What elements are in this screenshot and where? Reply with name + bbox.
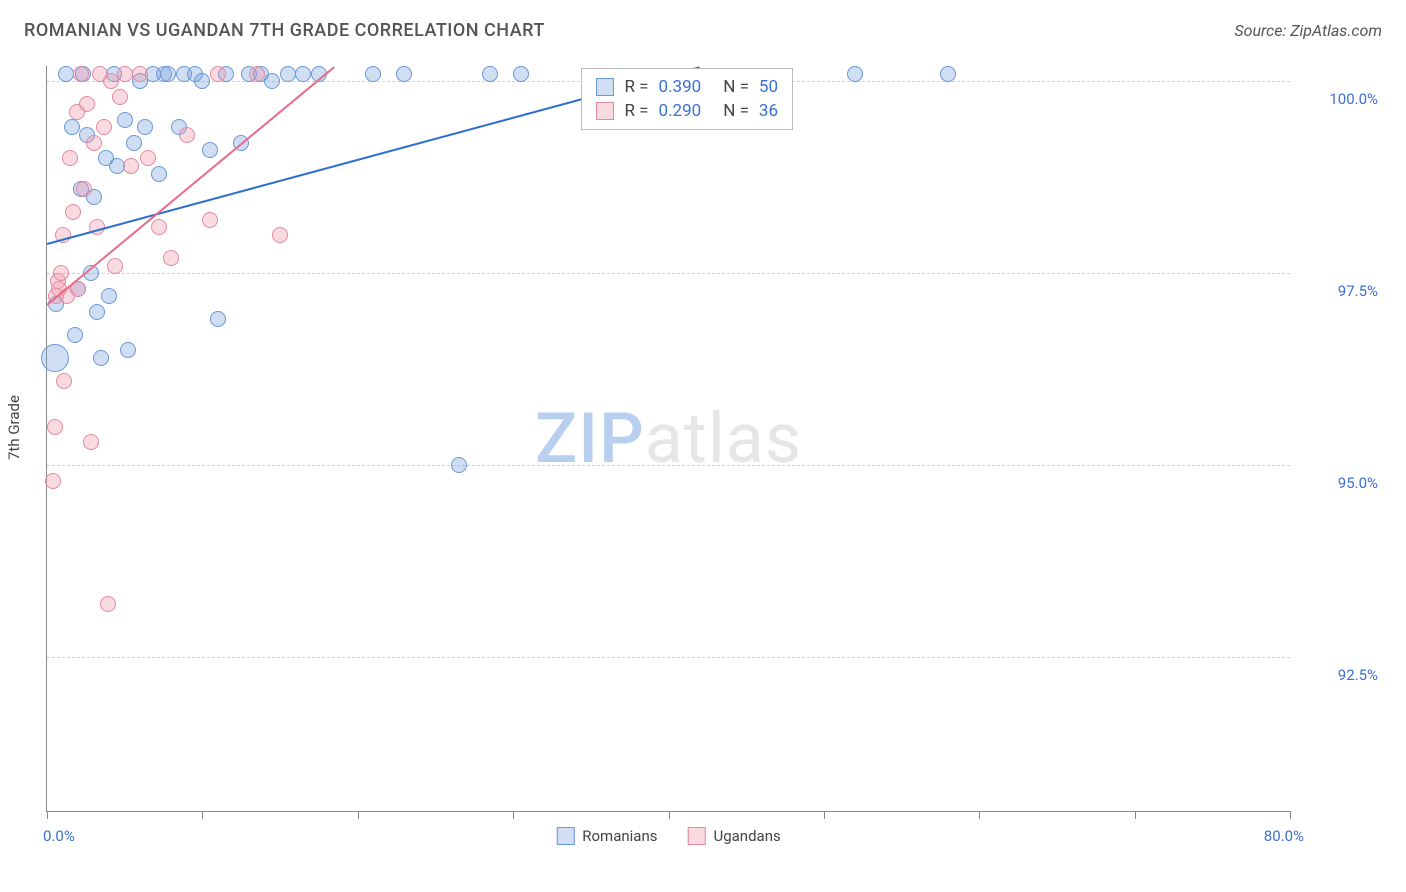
legend-label: Ugandans bbox=[713, 827, 780, 845]
stats-box: R = 0.390N = 50R = 0.290N = 36 bbox=[581, 68, 793, 130]
chart-area: 7th Grade ZIPatlas 100.0%97.5%95.0%92.5%… bbox=[24, 54, 1382, 848]
data-point-romanians bbox=[160, 66, 176, 82]
legend-swatch bbox=[556, 827, 574, 845]
data-point-ugandans bbox=[140, 150, 156, 166]
data-point-ugandans bbox=[83, 434, 99, 450]
data-point-romanians bbox=[202, 142, 218, 158]
data-point-ugandans bbox=[45, 473, 61, 489]
data-point-ugandans bbox=[210, 66, 226, 82]
x-tick bbox=[513, 811, 514, 819]
x-axis-max-label: 80.0% bbox=[1264, 827, 1304, 845]
data-point-romanians bbox=[264, 73, 280, 89]
chart-title: ROMANIAN VS UGANDAN 7TH GRADE CORRELATIO… bbox=[24, 20, 545, 41]
data-point-ugandans bbox=[117, 66, 133, 82]
gridline bbox=[47, 273, 1290, 274]
legend: Romanians Ugandans bbox=[556, 827, 780, 845]
plot-region: ZIPatlas 100.0%97.5%95.0%92.5%0.0%80.0%R… bbox=[46, 66, 1290, 812]
data-point-romanians bbox=[365, 66, 381, 82]
data-point-ugandans bbox=[96, 119, 112, 135]
data-point-ugandans bbox=[79, 96, 95, 112]
data-point-romanians bbox=[126, 135, 142, 151]
data-point-ugandans bbox=[132, 66, 148, 82]
x-axis-min-label: 0.0% bbox=[43, 827, 75, 845]
data-point-ugandans bbox=[62, 150, 78, 166]
legend-swatch bbox=[596, 102, 614, 120]
data-point-romanians bbox=[117, 112, 133, 128]
data-point-romanians bbox=[137, 119, 153, 135]
legend-label: Romanians bbox=[582, 827, 657, 845]
watermark: ZIPatlas bbox=[535, 398, 802, 480]
data-point-ugandans bbox=[76, 181, 92, 197]
data-point-romanians bbox=[280, 66, 296, 82]
data-point-romanians bbox=[295, 66, 311, 82]
data-point-romanians bbox=[513, 66, 529, 82]
x-tick bbox=[1135, 811, 1136, 819]
data-point-ugandans bbox=[249, 66, 265, 82]
data-point-ugandans bbox=[123, 158, 139, 174]
data-point-romanians bbox=[451, 457, 467, 473]
data-point-ugandans bbox=[53, 265, 69, 281]
legend-swatch bbox=[687, 827, 705, 845]
data-point-ugandans bbox=[272, 227, 288, 243]
data-point-romanians bbox=[58, 66, 74, 82]
data-point-romanians bbox=[89, 304, 105, 320]
data-point-ugandans bbox=[86, 135, 102, 151]
data-point-romanians bbox=[194, 73, 210, 89]
data-point-ugandans bbox=[151, 219, 167, 235]
x-tick bbox=[979, 811, 980, 819]
y-tick-label: 95.0% bbox=[1298, 474, 1378, 492]
gridline bbox=[47, 465, 1290, 466]
data-point-romanians bbox=[120, 342, 136, 358]
gridline bbox=[47, 657, 1290, 658]
legend-swatch bbox=[596, 78, 614, 96]
data-point-romanians bbox=[101, 288, 117, 304]
data-point-romanians bbox=[67, 327, 83, 343]
legend-item: Romanians bbox=[556, 827, 657, 845]
x-tick bbox=[358, 811, 359, 819]
data-point-ugandans bbox=[163, 250, 179, 266]
y-tick-label: 97.5% bbox=[1298, 282, 1378, 300]
x-tick bbox=[1290, 811, 1291, 819]
data-point-ugandans bbox=[100, 596, 116, 612]
x-tick bbox=[669, 811, 670, 819]
data-point-romanians bbox=[64, 119, 80, 135]
y-axis-label: 7th Grade bbox=[5, 395, 23, 460]
data-point-romanians bbox=[940, 66, 956, 82]
data-point-ugandans bbox=[107, 258, 123, 274]
legend-item: Ugandans bbox=[687, 827, 780, 845]
data-point-ugandans bbox=[73, 66, 89, 82]
y-tick-label: 92.5% bbox=[1298, 666, 1378, 684]
data-point-romanians bbox=[93, 350, 109, 366]
data-point-romanians bbox=[41, 344, 69, 372]
data-point-romanians bbox=[151, 166, 167, 182]
data-point-ugandans bbox=[202, 212, 218, 228]
x-tick bbox=[202, 811, 203, 819]
data-point-romanians bbox=[396, 66, 412, 82]
chart-source: Source: ZipAtlas.com bbox=[1234, 21, 1382, 40]
data-point-ugandans bbox=[47, 419, 63, 435]
data-point-ugandans bbox=[65, 204, 81, 220]
data-point-romanians bbox=[210, 311, 226, 327]
y-tick-label: 100.0% bbox=[1298, 90, 1378, 108]
x-tick bbox=[47, 811, 48, 819]
data-point-ugandans bbox=[112, 89, 128, 105]
data-point-romanians bbox=[482, 66, 498, 82]
data-point-ugandans bbox=[179, 127, 195, 143]
data-point-romanians bbox=[847, 66, 863, 82]
x-tick bbox=[824, 811, 825, 819]
data-point-ugandans bbox=[56, 373, 72, 389]
